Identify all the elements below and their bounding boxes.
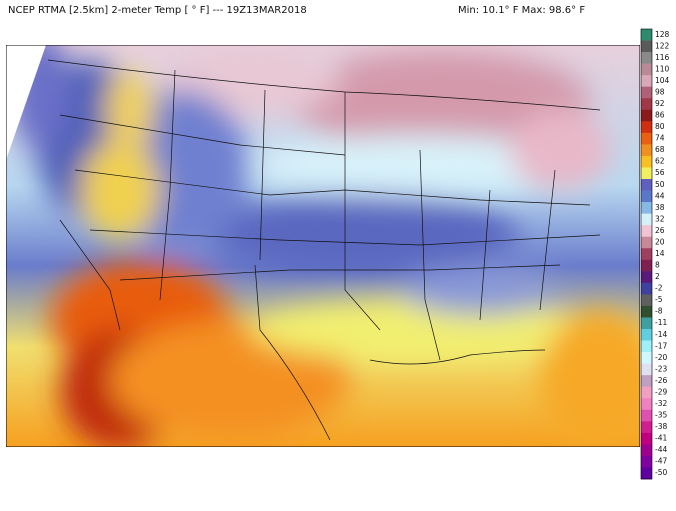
colorbar-swatch bbox=[641, 409, 652, 422]
colorbar-label: 32 bbox=[655, 214, 665, 223]
colorbar-label: -41 bbox=[655, 434, 667, 443]
colorbar-swatch bbox=[641, 109, 652, 122]
colorbar-label: 68 bbox=[655, 145, 665, 154]
colorbar-label: 110 bbox=[655, 64, 670, 73]
colorbar-swatch bbox=[641, 63, 652, 76]
colorbar-swatch bbox=[641, 75, 652, 87]
colorbar-swatch bbox=[641, 352, 652, 364]
colorbar-label: -47 bbox=[655, 457, 667, 466]
colorbar-swatch bbox=[641, 340, 652, 353]
colorbar-label: 56 bbox=[655, 168, 665, 177]
colorbar-label: -29 bbox=[655, 387, 667, 396]
colorbar-label: -50 bbox=[655, 468, 667, 477]
colorbar-label: 98 bbox=[655, 87, 665, 96]
colorbar-label: -14 bbox=[655, 330, 667, 339]
colorbar-label: -17 bbox=[655, 341, 667, 350]
colorbar-swatch bbox=[641, 52, 652, 64]
colorbar-label: 2 bbox=[655, 272, 660, 281]
colorbar-label: -5 bbox=[655, 295, 663, 304]
colorbar-label: 50 bbox=[655, 180, 665, 189]
colorbar-swatch bbox=[641, 202, 652, 214]
colorbar-swatch bbox=[641, 248, 652, 261]
colorbar-swatch bbox=[641, 375, 652, 387]
colorbar-label: -38 bbox=[655, 422, 667, 431]
colorbar-swatch bbox=[641, 121, 652, 134]
colorbar-swatch bbox=[641, 155, 652, 168]
colorbar-swatch bbox=[641, 98, 652, 111]
colorbar-swatch bbox=[641, 294, 652, 307]
colorbar-swatch bbox=[641, 455, 652, 468]
colorbar-swatch bbox=[641, 432, 652, 445]
colorbar-swatch bbox=[641, 329, 652, 341]
colorbar-swatch bbox=[641, 282, 652, 295]
colorbar-swatch bbox=[641, 144, 652, 157]
colorbar-label: -26 bbox=[655, 376, 667, 385]
colorbar-swatch bbox=[641, 305, 652, 318]
colorbar-label: 92 bbox=[655, 99, 665, 108]
colorbar-swatch bbox=[641, 213, 652, 226]
colorbar-label: 14 bbox=[655, 249, 665, 258]
colorbar-swatch bbox=[641, 259, 652, 272]
colorbar-swatch bbox=[641, 386, 652, 399]
colorbar-swatch bbox=[641, 363, 652, 376]
colorbar-label: 122 bbox=[655, 41, 670, 50]
colorbar-swatch bbox=[641, 467, 652, 480]
colorbar-swatch bbox=[641, 421, 652, 434]
colorbar-label: -35 bbox=[655, 411, 667, 420]
colorbar-label: 44 bbox=[655, 191, 665, 200]
colorbar-label: -23 bbox=[655, 364, 667, 373]
colorbar-label: -2 bbox=[655, 284, 663, 293]
colorbar-swatch bbox=[641, 40, 652, 53]
colorbar-label: -11 bbox=[655, 318, 667, 327]
colorbar: 128 122 116 110 104 98 92 86 80 74 68 62 56 50 44 38 32 2… bbox=[640, 28, 670, 480]
colorbar-swatch bbox=[641, 398, 652, 411]
colorbar-swatch bbox=[641, 444, 652, 457]
colorbar-swatch bbox=[641, 86, 652, 99]
colorbar-frame bbox=[640, 28, 653, 480]
colorbar-label: 128 bbox=[655, 30, 670, 39]
colorbar-swatch bbox=[641, 190, 652, 203]
map-title: NCEP RTMA [2.5km] 2-meter Temp [ ° F] --… bbox=[8, 5, 307, 16]
colorbar-swatch bbox=[641, 225, 652, 237]
colorbar-swatch bbox=[641, 317, 652, 330]
colorbar-label: -20 bbox=[655, 353, 667, 362]
colorbar-label: 62 bbox=[655, 157, 665, 166]
colorbar-swatch bbox=[641, 29, 652, 41]
temperature-map bbox=[6, 45, 640, 447]
colorbar-label: 26 bbox=[655, 226, 665, 235]
colorbar-label: 20 bbox=[655, 237, 665, 246]
colorbar-label: 8 bbox=[655, 261, 660, 270]
value-range: Min: 10.1° F Max: 98.6° F bbox=[458, 5, 585, 16]
colorbar-swatch bbox=[641, 271, 652, 284]
colorbar-swatch bbox=[641, 132, 652, 145]
colorbar-label: 38 bbox=[655, 203, 665, 212]
colorbar-label: 86 bbox=[655, 111, 665, 120]
colorbar-label: -32 bbox=[655, 399, 667, 408]
colorbar-swatch bbox=[641, 167, 652, 180]
colorbar-label: 80 bbox=[655, 122, 665, 131]
colorbar-label: 74 bbox=[655, 134, 665, 143]
colorbar-label: 116 bbox=[655, 53, 670, 62]
colorbar-label: -44 bbox=[655, 445, 667, 454]
colorbar-swatch bbox=[641, 236, 652, 249]
colorbar-label: 104 bbox=[655, 76, 670, 85]
colorbar-swatch bbox=[641, 179, 652, 191]
colorbar-label: -8 bbox=[655, 307, 663, 316]
